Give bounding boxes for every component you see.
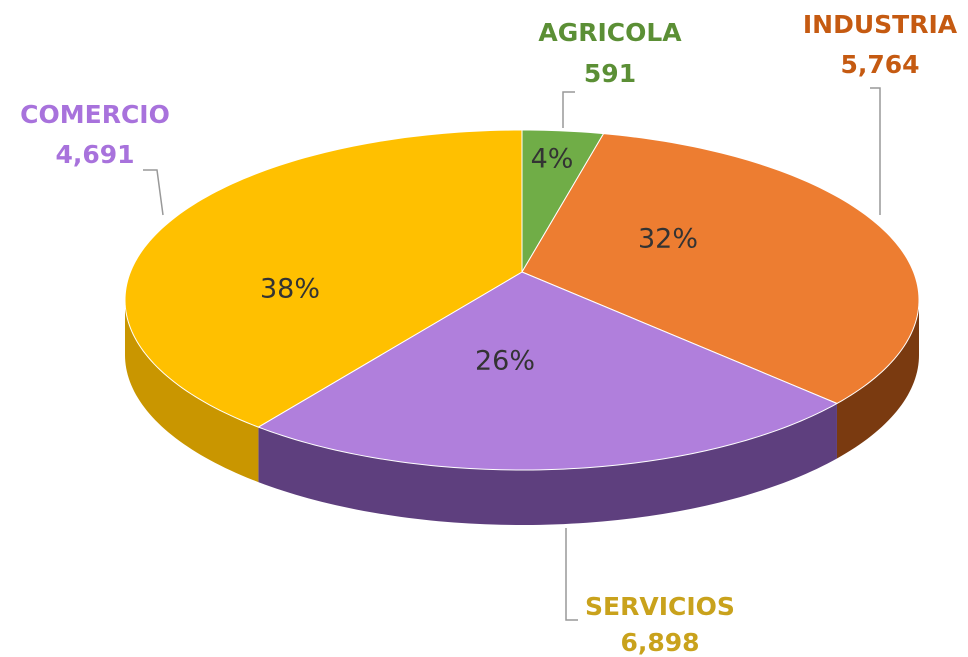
category-label: SERVICIOS bbox=[585, 592, 735, 621]
value-label: 4,691 bbox=[55, 140, 134, 169]
value-label: 5,764 bbox=[840, 50, 919, 79]
pie bbox=[124, 129, 920, 525]
slice-side bbox=[836, 300, 919, 459]
value-label: 6,898 bbox=[620, 628, 699, 657]
leader-line bbox=[565, 528, 578, 621]
category-label: COMERCIO bbox=[20, 100, 170, 129]
leader-line bbox=[870, 87, 881, 215]
percent-label: 4% bbox=[531, 144, 574, 175]
category-label: AGRICOLA bbox=[538, 18, 682, 47]
value-label: 591 bbox=[584, 59, 636, 88]
leader-line bbox=[562, 91, 575, 128]
slice bbox=[124, 129, 523, 428]
percent-label: 38% bbox=[260, 274, 320, 305]
slice-side bbox=[258, 403, 837, 525]
percent-label: 26% bbox=[475, 346, 535, 377]
category-label: INDUSTRIA bbox=[803, 10, 958, 39]
slice bbox=[257, 271, 839, 471]
slice-side bbox=[125, 300, 259, 483]
percent-label: 32% bbox=[638, 224, 698, 255]
leader-line bbox=[143, 169, 164, 216]
slice bbox=[521, 133, 920, 405]
